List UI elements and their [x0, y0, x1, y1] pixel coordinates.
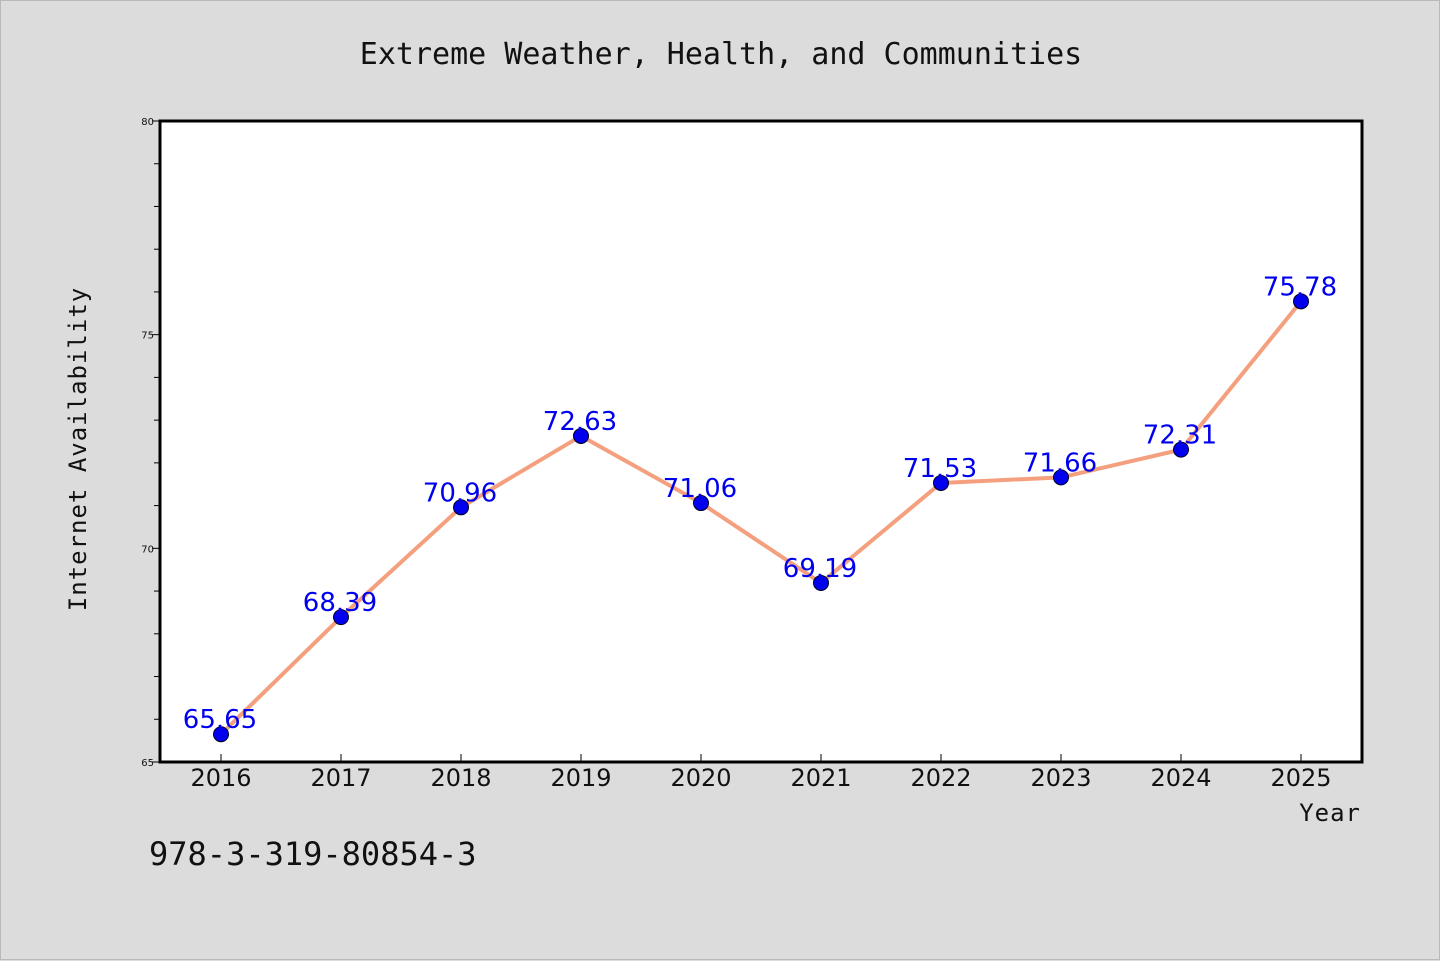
x-tick-label: 2023 [1030, 764, 1091, 792]
x-tick-label: 2025 [1270, 764, 1331, 792]
data-point [1173, 441, 1189, 458]
x-tick-label: 2019 [550, 764, 611, 792]
series-layer: 65.65 68.39 70.96 72.63 71.06 69.19 71.53 71.66… [183, 272, 1337, 743]
data-label: 71.06 [663, 474, 737, 504]
data-label: 65.65 [183, 705, 257, 735]
series-line [219, 299, 1303, 737]
data-point [573, 427, 589, 444]
data-point [213, 726, 229, 743]
data-point [1293, 293, 1309, 310]
data-point [693, 495, 709, 512]
x-tick-label: 2016 [190, 764, 251, 792]
x-axis-label: Year [1299, 799, 1361, 827]
x-tick-label: 2024 [1150, 764, 1211, 792]
y-tick-label: 70 [141, 544, 154, 555]
chart-title: Extreme Weather, Health, and Communities [360, 37, 1082, 72]
y-tick-label: 75 [141, 331, 154, 342]
data-point [453, 499, 469, 516]
data-label: 72.63 [543, 407, 617, 437]
y-tick-label: 65 [141, 758, 154, 769]
x-axis-ticks: 2016 2017 2018 2019 2020 2021 2022 2023 2024 2025 [190, 754, 1332, 792]
x-tick-label: 2020 [670, 764, 731, 792]
x-tick-label: 2017 [310, 764, 371, 792]
y-axis-label: Internet Availability [64, 287, 92, 611]
data-label: 71.53 [903, 454, 977, 484]
y-axis-ticks: 65 70 75 80 [141, 117, 160, 769]
data-label: 68.39 [303, 588, 377, 618]
data-label: 69.19 [783, 554, 857, 584]
data-point [1053, 469, 1069, 486]
y-tick-label: 80 [141, 117, 154, 128]
x-tick-label: 2018 [430, 764, 491, 792]
plot-area [158, 119, 1364, 764]
isbn-text: 978-3-319-80854-3 [149, 835, 477, 873]
data-label: 70.96 [423, 478, 497, 508]
data-point [813, 574, 829, 591]
x-tick-label: 2021 [790, 764, 851, 792]
data-point [333, 609, 349, 626]
data-label: 75.78 [1263, 272, 1337, 302]
data-label: 71.66 [1023, 448, 1097, 478]
data-label: 72.31 [1143, 421, 1217, 451]
x-tick-label: 2022 [910, 764, 971, 792]
data-point [933, 474, 949, 491]
